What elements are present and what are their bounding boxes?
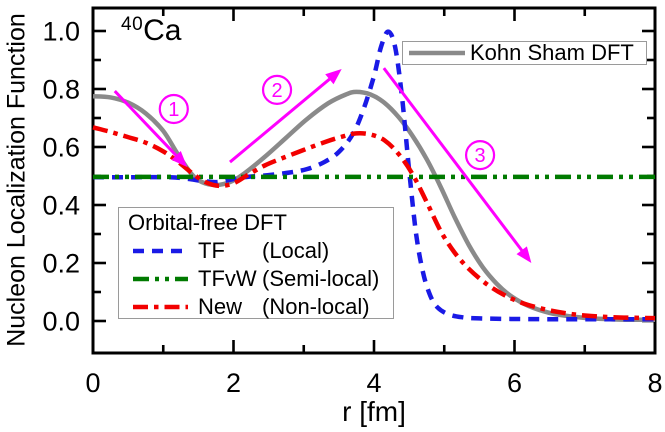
step-1-number: 1	[168, 99, 179, 121]
arrow-1-head	[171, 150, 188, 168]
step-2-circle	[261, 74, 293, 105]
isotope-label: 40Ca	[121, 14, 182, 48]
y-tick-label: 1.0	[42, 17, 80, 47]
y-tick-label: 0.4	[42, 191, 80, 221]
isotope-element: Ca	[143, 14, 182, 47]
orbital-free-legend-title: Orbital-free DFT	[128, 210, 287, 235]
x-tick-label: 8	[647, 368, 662, 398]
kohn-sham-legend-label: Kohn Sham DFT	[470, 40, 634, 65]
y-tick-label: 0.0	[42, 307, 80, 337]
y-tick-label: 0.6	[42, 133, 80, 163]
x-tick-label: 4	[366, 368, 381, 398]
new-line-sample	[133, 304, 188, 310]
isotope-mass: 40	[121, 14, 144, 35]
tfvw-line-sample	[133, 276, 188, 282]
curve-tf-local	[92, 29, 655, 322]
x-axis-title: r [fm]	[342, 396, 406, 427]
legend-entry-new: New (Non-local)	[132, 294, 370, 319]
legend-entry-tf: TF (Local)	[132, 238, 330, 263]
arrow-2-head	[325, 68, 342, 85]
step-3-circle	[464, 140, 496, 171]
step-2-number: 2	[271, 80, 282, 102]
tf-label: TF	[198, 238, 225, 263]
y-tick-label: 0.8	[42, 75, 80, 105]
step-1-circle	[158, 93, 189, 125]
new-detail: (Non-local)	[262, 294, 370, 319]
tf-line-sample	[133, 248, 188, 254]
arrow-1-line	[113, 89, 180, 159]
tfvw-label: TFvW	[198, 266, 257, 291]
arrow-2-line	[229, 76, 333, 164]
x-tick-label: 2	[226, 368, 241, 398]
x-tick-label: 0	[85, 368, 100, 398]
new-label: New	[198, 294, 243, 319]
orbital-free-legend: Orbital-free DFT TF (Local) TFvW (Semi-l…	[118, 207, 394, 319]
y-tick-label: 0.2	[42, 249, 80, 279]
kohn-sham-line-sample	[409, 50, 465, 56]
tfvw-detail: (Semi-local)	[262, 266, 380, 291]
kohn-sham-legend: Kohn Sham DFT	[402, 40, 647, 65]
y-axis-title: Nucleon Localization Function	[2, 13, 31, 347]
curve-new-non-local	[92, 125, 656, 321]
x-tick-label: 6	[507, 368, 522, 398]
arrow-3-head	[516, 246, 532, 263]
step-3-number: 3	[475, 145, 486, 167]
arrow-3-line	[382, 67, 525, 254]
tf-detail: (Local)	[262, 238, 330, 263]
legend-entry-tfvw: TFvW (Semi-local)	[132, 266, 380, 291]
